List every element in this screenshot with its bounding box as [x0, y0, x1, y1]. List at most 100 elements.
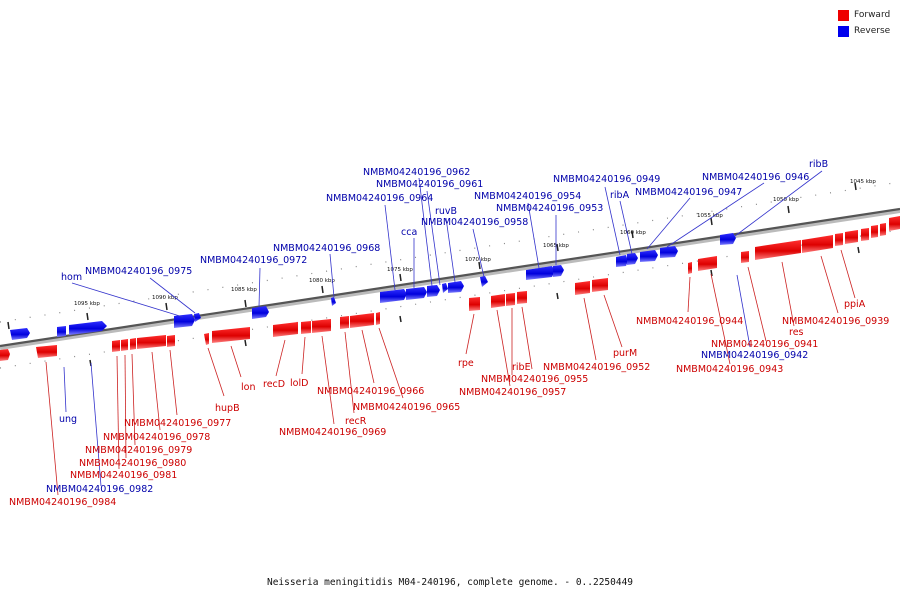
gene-arrow: [802, 235, 833, 253]
gene-arrow: [448, 281, 464, 293]
gene-label: NMBM04240196_0939: [782, 316, 889, 327]
reverse-gene-labels: ribB NMBM04240196_0946 NMBM04240196_0947…: [46, 159, 828, 495]
gene-label: hom: [61, 272, 82, 283]
gene-arrow: [720, 233, 736, 245]
gene-arrow: [312, 319, 331, 333]
gene-arrow: [592, 278, 608, 292]
legend-label: Reverse: [854, 26, 891, 36]
legend-item-forward: Forward: [838, 8, 900, 22]
gene-label: recR: [345, 416, 367, 427]
gene-label: res: [789, 327, 804, 338]
gene-arrow: [167, 335, 175, 347]
gene-arrow: [301, 321, 311, 334]
reverse-leader-lines: [63, 170, 823, 487]
gene-arrow: [174, 314, 195, 328]
gene-arrow: [194, 313, 201, 322]
gene-arrow: [871, 225, 878, 238]
gene-arrow: [469, 297, 480, 311]
gene-arrow: [252, 306, 269, 319]
gene-label: purM: [613, 348, 637, 359]
gene-label: NMBM04240196_0984: [9, 497, 116, 508]
gene-arrow: [442, 283, 448, 293]
gene-label: NMBM04240196_0957: [459, 387, 566, 398]
gene-label: NMBM04240196_0966: [317, 386, 424, 397]
forward-gene-labels: ppiA NMBM04240196_0939 res NMBM04240196_…: [9, 299, 889, 508]
gene-arrow: [741, 251, 749, 263]
gene-arrow: [376, 312, 380, 325]
gene-arrow: [627, 253, 638, 265]
gene-label: NMBM04240196_0965: [353, 402, 460, 413]
gene-label: NMBM04240196_0962: [363, 167, 470, 178]
gene-arrow: [130, 338, 136, 350]
gene-label: NMBM04240196_0942: [701, 350, 808, 361]
gene-label: lon: [241, 382, 255, 393]
scale-label: 1055 kbp: [697, 213, 723, 219]
gene-arrow: [835, 233, 843, 246]
reverse-swatch: [838, 25, 849, 37]
gene-label: NMBM04240196_0946: [702, 172, 809, 183]
gene-label: rpe: [458, 358, 474, 369]
genome-backbone: [0, 207, 900, 348]
gene-label: NMBM04240196_0968: [273, 243, 380, 254]
legend-item-reverse: Reverse: [838, 24, 900, 38]
gene-arrow: [331, 297, 336, 306]
gene-arrow: [506, 293, 515, 306]
gene-arrow: [204, 333, 209, 345]
forward-swatch: [838, 9, 849, 21]
scale-label: 1075 kbp: [387, 267, 413, 273]
gene-arrow: [880, 223, 886, 236]
gene-label: NMBM04240196_0980: [79, 458, 186, 469]
gene-label: NMBM04240196_0969: [279, 427, 386, 438]
scale-label: 1070 kbp: [465, 257, 491, 263]
gene-label: ruvB: [435, 206, 457, 217]
gene-arrow: [526, 266, 555, 280]
scale-label: 1045 kbp: [850, 179, 876, 185]
gene-arrow: [273, 322, 298, 337]
gene-label: NMBM04240196_0975: [85, 266, 192, 277]
reverse-genes: [10, 233, 736, 340]
gene-arrow: [350, 313, 374, 328]
gene-label: NMBM04240196_0978: [103, 432, 210, 443]
gene-arrow: [660, 246, 678, 258]
gene-arrow: [640, 250, 658, 262]
gene-arrow: [121, 339, 128, 351]
gene-arrow: [0, 349, 10, 361]
gene-label: NMBM04240196_0955: [481, 374, 588, 385]
gene-arrow: [340, 316, 349, 329]
scale-label: 1085 kbp: [231, 287, 257, 293]
scale-label: 1090 kbp: [152, 295, 178, 301]
gene-label: NMBM04240196_0947: [635, 187, 742, 198]
gene-label: ppiA: [844, 299, 866, 310]
gene-label: ribB: [809, 159, 828, 170]
scale-label: 1095 kbp: [74, 301, 100, 307]
gene-label: NMBM04240196_0979: [85, 445, 192, 456]
gene-arrow: [698, 256, 717, 271]
gene-label: NMBM04240196_0943: [676, 364, 783, 375]
map-caption: Neisseria meningitidis M04-240196, compl…: [266, 577, 634, 588]
scale-label: 1080 kbp: [309, 278, 335, 284]
gene-label: hupB: [215, 403, 240, 414]
gene-arrow: [406, 287, 427, 300]
gene-arrow: [10, 328, 30, 340]
gene-arrow: [889, 216, 900, 231]
forward-leader-lines: [45, 249, 856, 496]
scale-label: 1060 kbp: [620, 230, 646, 236]
gene-label: NMBM04240196_0953: [496, 203, 603, 214]
legend: Forward Reverse: [838, 8, 900, 40]
gene-label: NMBM04240196_0981: [70, 470, 177, 481]
gene-arrow: [57, 326, 66, 337]
gene-label: NMBM04240196_0944: [636, 316, 743, 327]
gene-label: cca: [401, 227, 417, 238]
gene-arrow: [36, 345, 57, 358]
gene-arrow: [616, 255, 628, 267]
gene-label: NMBM04240196_0952: [543, 362, 650, 373]
gene-arrow: [553, 265, 564, 277]
gene-arrow: [112, 340, 120, 352]
gene-arrow: [491, 294, 505, 308]
legend-label: Forward: [854, 10, 891, 20]
gene-arrow: [845, 230, 858, 244]
gene-arrow: [861, 228, 869, 241]
scale-label: 1050 kbp: [773, 197, 799, 203]
gene-label: NMBM04240196_0954: [474, 191, 581, 202]
